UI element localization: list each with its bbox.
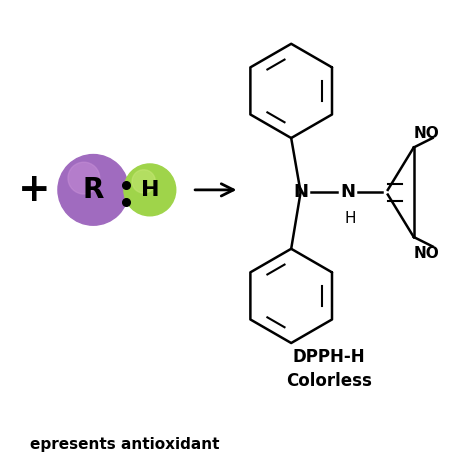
Text: H: H [141, 180, 159, 200]
Text: epresents antioxidant: epresents antioxidant [30, 437, 219, 452]
Text: N: N [340, 183, 355, 201]
Text: NO: NO [414, 246, 439, 261]
Circle shape [68, 162, 100, 194]
Circle shape [124, 164, 176, 216]
Circle shape [132, 170, 155, 193]
Circle shape [58, 155, 128, 225]
Text: H: H [344, 210, 356, 226]
Text: R: R [82, 176, 104, 204]
Text: NO: NO [414, 126, 439, 141]
Text: N: N [293, 183, 308, 201]
Text: Colorless: Colorless [286, 372, 372, 390]
Text: +: + [18, 171, 51, 209]
Text: DPPH-H: DPPH-H [292, 348, 365, 366]
